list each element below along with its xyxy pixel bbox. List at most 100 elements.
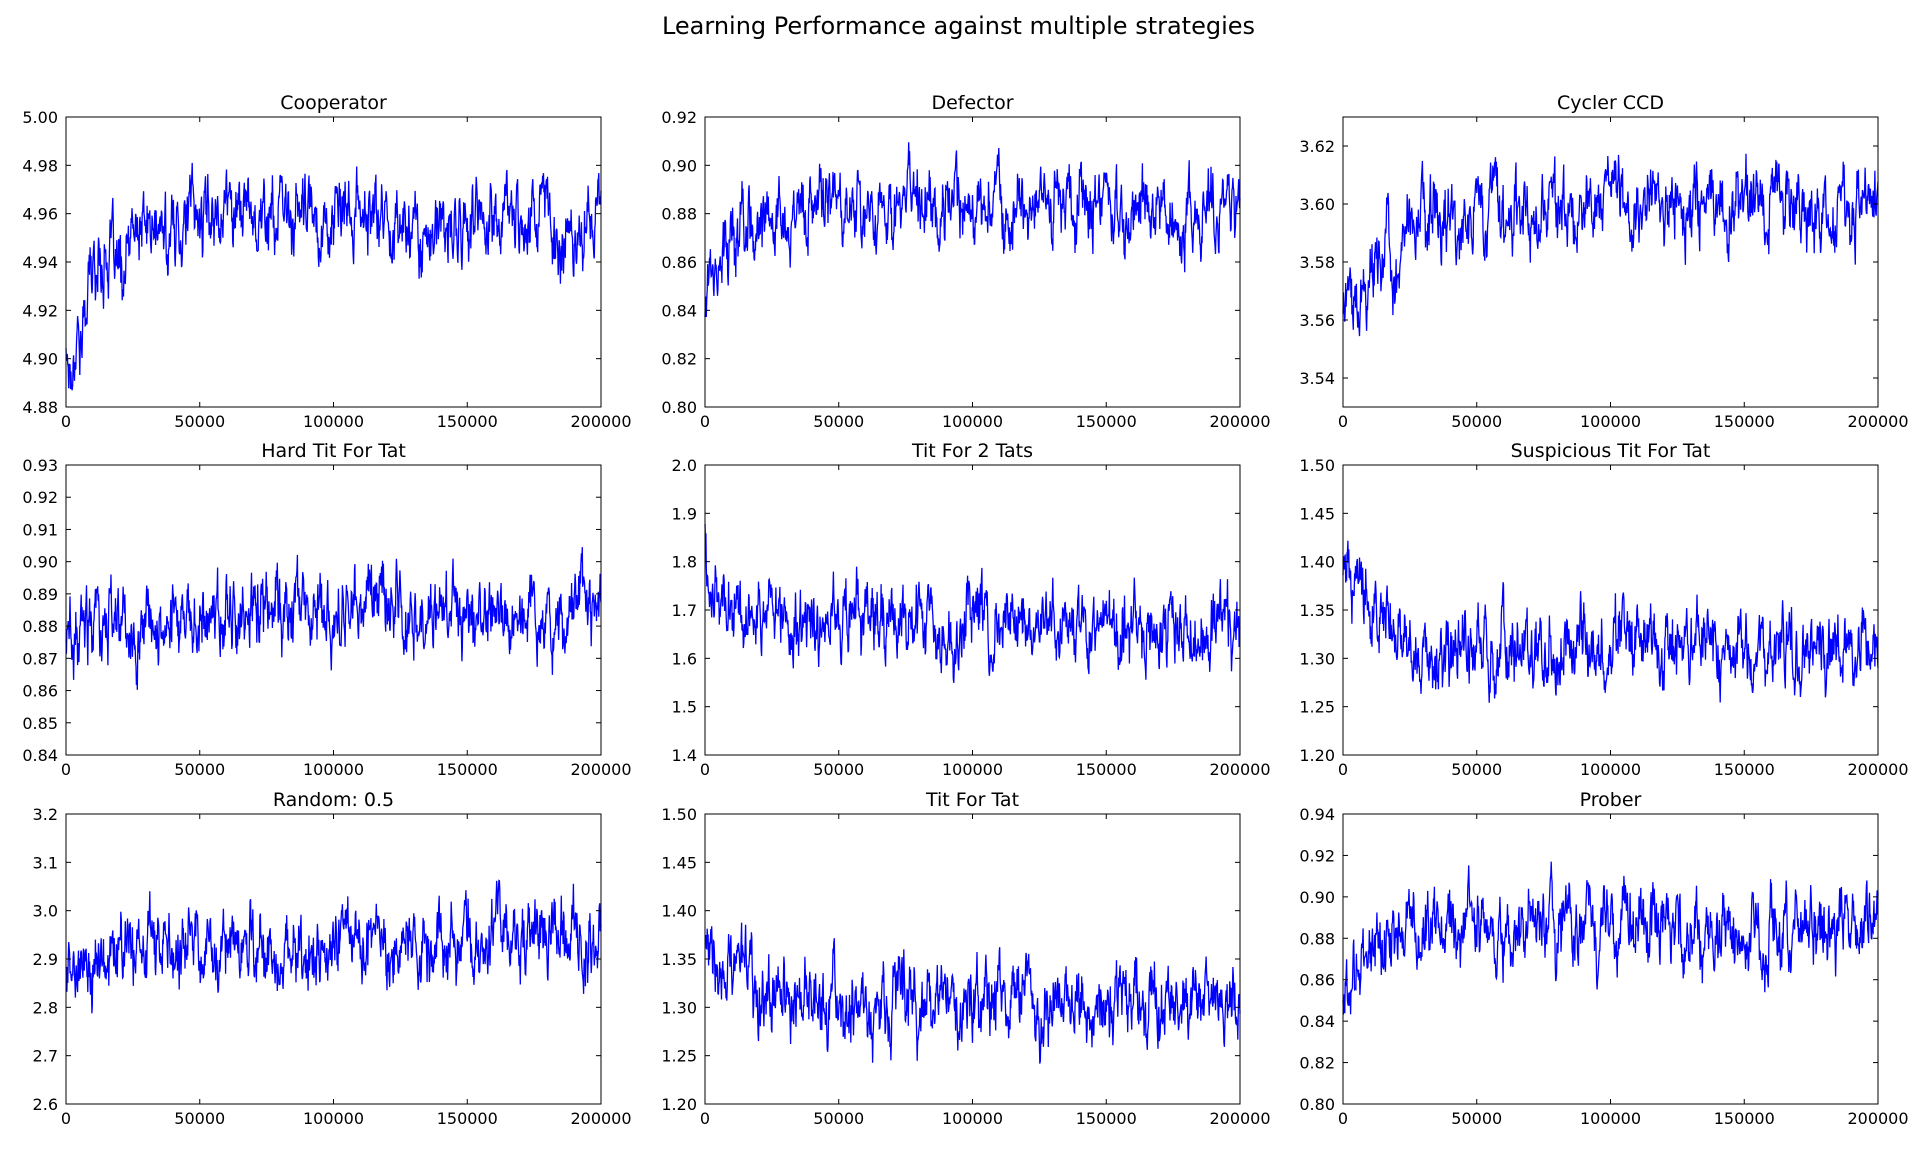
x-tick-label: 200000	[570, 412, 631, 431]
y-tick-label: 0.84	[661, 301, 697, 320]
y-tick-label: 0.92	[1299, 846, 1335, 865]
x-tick-label: 200000	[570, 760, 631, 779]
series-line	[704, 523, 1241, 683]
y-tick-label: 4.98	[22, 156, 58, 175]
y-tick-label: 4.88	[22, 398, 58, 417]
y-tick-label: 3.2	[33, 805, 58, 824]
x-tick-label: 100000	[1580, 1109, 1641, 1128]
x-tick-label: 0	[700, 760, 710, 779]
x-tick-label: 50000	[1451, 1109, 1502, 1128]
x-tick-label: 50000	[813, 1109, 864, 1128]
x-tick-label: 100000	[1580, 760, 1641, 779]
y-tick-label: 0.89	[22, 585, 58, 604]
y-tick-label: 0.88	[661, 205, 697, 224]
x-tick-label: 200000	[1847, 412, 1908, 431]
subplot-title: Random: 0.5	[273, 789, 394, 811]
subplot: 0 50000 100000 150000 200000 1.20 1.25 1.30 1.35…	[1299, 440, 1908, 779]
subplot: 0 50000 100000 150000 200000 0.80 0.82 0.84 0.86…	[1299, 789, 1908, 1128]
y-tick-label: 1.35	[1299, 601, 1335, 620]
y-tick-label: 1.8	[672, 553, 697, 572]
x-tick-label: 50000	[813, 760, 864, 779]
y-tick-label: 1.40	[1299, 553, 1335, 572]
x-tick-label: 150000	[1076, 760, 1137, 779]
subplot-title: Tit For 2 Tats	[911, 440, 1033, 462]
x-tick-label: 0	[61, 760, 71, 779]
x-tick-label: 0	[1338, 760, 1348, 779]
subplot: 0 50000 100000 150000 200000 3.54 3.56 3.58 3.60…	[1299, 92, 1908, 431]
x-tick-label: 150000	[1714, 760, 1775, 779]
x-tick-label: 200000	[1209, 412, 1270, 431]
x-tick-label: 200000	[1847, 760, 1908, 779]
y-tick-label: 1.45	[1299, 504, 1335, 523]
y-tick-label: 0.88	[1299, 929, 1335, 948]
y-tick-label: 4.96	[22, 205, 58, 224]
figure-title: Learning Performance against multiple st…	[661, 12, 1256, 40]
y-tick-label: 0.88	[22, 617, 58, 636]
subplot: 0 50000 100000 150000 200000 1.4 1.5 1.6 1.7 1.8 1…	[672, 440, 1271, 779]
y-tick-label: 1.45	[661, 853, 697, 872]
y-tick-label: 3.58	[1299, 253, 1335, 272]
subplot: 0 50000 100000 150000 200000 0.80 0.82 0.84 0.86…	[661, 92, 1270, 431]
y-tick-label: 1.7	[672, 601, 697, 620]
x-tick-label: 100000	[303, 1109, 364, 1128]
x-tick-label: 100000	[1580, 412, 1641, 431]
x-tick-label: 200000	[570, 1109, 631, 1128]
series-line	[704, 922, 1241, 1064]
y-tick-label: 2.0	[672, 456, 697, 475]
y-tick-label: 2.8	[33, 998, 58, 1017]
y-tick-label: 1.25	[661, 1047, 697, 1066]
subplot-title: Defector	[931, 92, 1013, 114]
y-tick-label: 0.86	[1299, 971, 1335, 990]
series-line	[704, 142, 1241, 318]
subplot-title: Cooperator	[280, 92, 387, 114]
y-tick-label: 1.20	[661, 1095, 697, 1114]
y-tick-label: 1.30	[1299, 649, 1335, 668]
y-tick-label: 1.25	[1299, 698, 1335, 717]
subplot-title: Suspicious Tit For Tat	[1511, 440, 1711, 462]
x-tick-label: 150000	[1076, 1109, 1137, 1128]
y-tick-label: 1.50	[1299, 456, 1335, 475]
y-tick-label: 1.35	[661, 950, 697, 969]
y-tick-label: 4.92	[22, 301, 58, 320]
y-tick-label: 2.6	[33, 1095, 58, 1114]
y-tick-label: 1.9	[672, 504, 697, 523]
subplot: 0 50000 100000 150000 200000 2.6 2.7 2.8 2.9 3.0 3…	[33, 789, 632, 1128]
x-tick-label: 150000	[1714, 412, 1775, 431]
series-line	[65, 879, 602, 1014]
y-tick-label: 0.93	[22, 456, 58, 475]
y-tick-label: 0.80	[661, 398, 697, 417]
y-tick-label: 0.86	[661, 253, 697, 272]
y-tick-label: 0.85	[22, 714, 58, 733]
subplot: 0 50000 100000 150000 200000 1.20 1.25 1.30 1.35…	[661, 789, 1270, 1128]
y-tick-label: 0.82	[661, 350, 697, 369]
x-tick-label: 150000	[1714, 1109, 1775, 1128]
x-tick-label: 200000	[1209, 760, 1270, 779]
axes-frame	[704, 116, 1241, 408]
x-tick-label: 200000	[1209, 1109, 1270, 1128]
x-tick-label: 50000	[174, 760, 225, 779]
y-tick-label: 0.92	[22, 488, 58, 507]
x-tick-label: 0	[1338, 1109, 1348, 1128]
y-tick-label: 1.5	[672, 698, 697, 717]
y-tick-label: 2.9	[33, 950, 58, 969]
y-tick-label: 3.54	[1299, 369, 1335, 388]
subplot-title: Hard Tit For Tat	[261, 440, 406, 462]
x-tick-label: 100000	[303, 412, 364, 431]
y-tick-label: 3.60	[1299, 195, 1335, 214]
y-tick-label: 0.90	[661, 156, 697, 175]
y-tick-label: 1.6	[672, 649, 697, 668]
x-tick-label: 100000	[942, 412, 1003, 431]
x-tick-label: 200000	[1847, 1109, 1908, 1128]
series-line	[1342, 540, 1879, 703]
series-line	[1342, 861, 1879, 1015]
x-tick-label: 50000	[174, 412, 225, 431]
series-line	[65, 162, 602, 391]
x-tick-label: 150000	[1076, 412, 1137, 431]
series-line	[1342, 153, 1879, 337]
x-tick-label: 50000	[1451, 412, 1502, 431]
y-tick-label: 0.86	[22, 682, 58, 701]
x-tick-label: 0	[700, 412, 710, 431]
y-tick-label: 0.91	[22, 520, 58, 539]
